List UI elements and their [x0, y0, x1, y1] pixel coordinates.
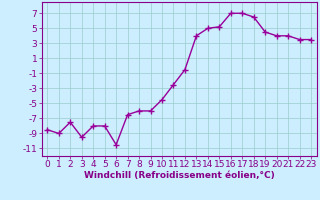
X-axis label: Windchill (Refroidissement éolien,°C): Windchill (Refroidissement éolien,°C): [84, 171, 275, 180]
